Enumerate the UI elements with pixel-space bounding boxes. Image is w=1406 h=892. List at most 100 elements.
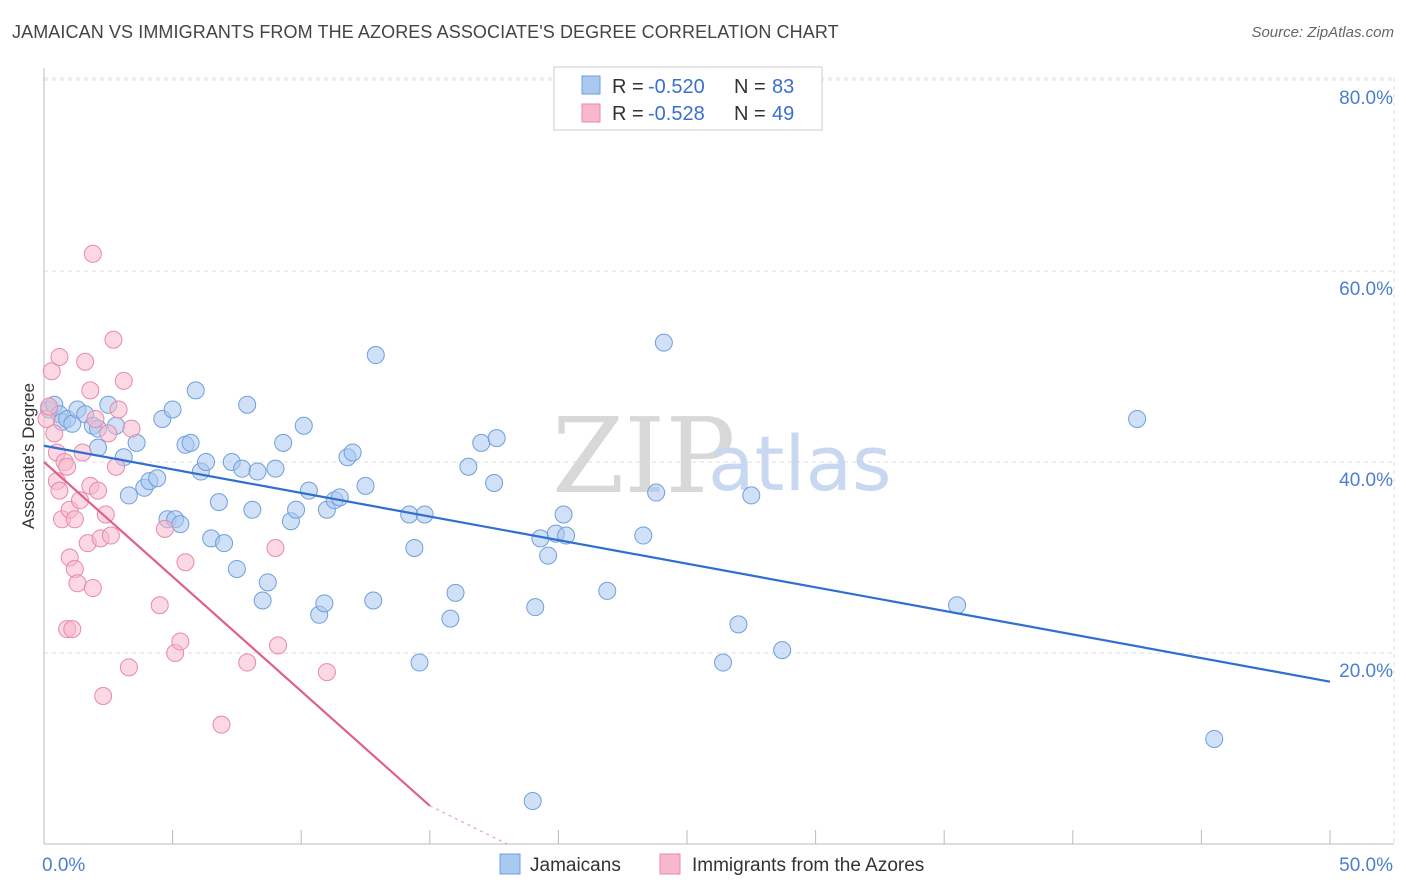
jamaicans-trend-line xyxy=(43,444,1331,683)
jamaicans-point-30 xyxy=(209,493,228,512)
jamaicans-point-33 xyxy=(227,559,246,578)
legend-r-value-jamaicans: -0.520 xyxy=(648,76,705,98)
azores-point-37 xyxy=(119,658,138,677)
y-tick-label-3: 80.0% xyxy=(1339,88,1393,109)
bottom-legend: Jamaicans Immigrants from the Azores xyxy=(499,853,924,876)
jamaicans-point-41 xyxy=(274,433,293,452)
jamaicans-point-34 xyxy=(233,459,252,478)
legend-swatch-azores xyxy=(581,103,601,123)
jamaicans-point-81 xyxy=(1128,410,1147,429)
jamaicans-point-28 xyxy=(197,453,216,471)
y-tick-label-0: 20.0% xyxy=(1339,661,1393,682)
bottom-legend-swatch-azores xyxy=(659,853,681,875)
jamaicans-point-44 xyxy=(294,416,313,435)
azores-point-45 xyxy=(238,653,257,672)
jamaicans-point-25 xyxy=(181,433,200,452)
jamaicans-point-77 xyxy=(729,615,748,634)
jamaicans-point-55 xyxy=(366,346,385,365)
azores-point-24 xyxy=(83,579,102,598)
azores-point-39 xyxy=(150,596,169,615)
azores-point-2 xyxy=(42,362,61,381)
azores-point-1 xyxy=(40,397,59,416)
legend-swatch-jamaicans xyxy=(581,75,601,95)
jamaicans-point-72 xyxy=(598,581,617,600)
azores-point-3 xyxy=(45,424,64,443)
jamaicans-point-79 xyxy=(773,641,792,660)
legend-n-label-jamaicans: N = xyxy=(734,76,766,98)
azores-point-33 xyxy=(104,330,123,349)
legend-box: R = -0.520 N = 83 R = -0.528 N = 49 xyxy=(553,66,823,131)
bottom-legend-swatch-jamaicans xyxy=(499,853,521,875)
y-axis-label: Associate's Degree xyxy=(19,383,38,529)
jamaicans-point-70 xyxy=(554,505,573,524)
azores-point-40 xyxy=(155,519,174,538)
trend-layer xyxy=(43,444,1331,845)
jamaicans-point-23 xyxy=(171,515,190,534)
jamaicans-point-78 xyxy=(742,486,761,505)
jamaicans-point-26 xyxy=(186,381,205,400)
jamaicans-point-58 xyxy=(410,653,429,672)
azores-point-31 xyxy=(99,424,118,443)
points-layer xyxy=(37,244,1224,811)
azores-point-32 xyxy=(101,526,120,545)
jamaicans-point-14 xyxy=(119,486,138,505)
y-tick-label-1: 40.0% xyxy=(1339,470,1393,491)
azores-point-35 xyxy=(109,400,128,419)
axes-layer: 20.0% 40.0% 60.0% 80.0% 0.0% 50.0% xyxy=(42,68,1394,876)
jamaicans-point-65 xyxy=(487,429,506,448)
watermark: ZIP atlas xyxy=(552,395,892,517)
jamaicans-point-73 xyxy=(634,526,653,545)
azores-point-27 xyxy=(89,481,108,500)
jamaicans-point-47 xyxy=(315,594,334,613)
jamaicans-point-50 xyxy=(330,488,349,507)
jamaicans-point-57 xyxy=(405,538,424,557)
azores-point-46 xyxy=(266,538,285,557)
y-tick-label-2: 60.0% xyxy=(1339,279,1393,300)
azores-point-17 xyxy=(68,574,87,593)
azores-point-20 xyxy=(76,352,95,371)
legend-n-label-azores: N = xyxy=(734,103,766,125)
azores-point-29 xyxy=(94,686,113,705)
legend-r-value-azores: -0.528 xyxy=(648,103,705,125)
jamaicans-point-35 xyxy=(238,395,257,414)
azores-point-10 xyxy=(58,457,77,476)
jamaicans-point-36 xyxy=(243,500,262,519)
azores-point-36 xyxy=(114,371,133,390)
azores-point-30 xyxy=(96,505,115,524)
azores-trend-line xyxy=(43,461,431,807)
azores-point-44 xyxy=(212,715,231,734)
jamaicans-point-18 xyxy=(148,469,167,488)
jamaicans-point-54 xyxy=(364,591,383,610)
jamaicans-point-21 xyxy=(163,400,182,419)
legend-r-label-jamaicans: R = xyxy=(612,76,644,98)
azores-point-16 xyxy=(65,510,84,529)
azores-trend-extension xyxy=(429,805,508,845)
azores-point-25 xyxy=(83,244,102,263)
azores-point-6 xyxy=(50,481,69,500)
jamaicans-point-75 xyxy=(654,333,673,352)
azores-point-26 xyxy=(86,410,105,429)
jamaicans-point-38 xyxy=(253,591,272,610)
azores-point-22 xyxy=(81,381,100,400)
jamaicans-point-62 xyxy=(459,457,478,476)
azores-point-48 xyxy=(317,663,336,682)
legend-n-value-jamaicans: 83 xyxy=(772,76,794,98)
azores-point-43 xyxy=(176,553,195,572)
chart-title: JAMAICAN VS IMMIGRANTS FROM THE AZORES A… xyxy=(12,22,839,42)
jamaicans-point-64 xyxy=(485,474,504,493)
jamaicans-point-43 xyxy=(287,500,306,519)
jamaicans-point-83 xyxy=(523,792,542,811)
azores-point-38 xyxy=(122,419,141,438)
azores-point-42 xyxy=(171,632,190,651)
watermark-zip: ZIP xyxy=(552,395,735,517)
jamaicans-point-60 xyxy=(441,609,460,628)
jamaicans-point-45 xyxy=(299,481,318,500)
chart-source: Source: ZipAtlas.com xyxy=(1251,24,1394,41)
azores-point-47 xyxy=(269,636,288,655)
bottom-legend-label-azores: Immigrants from the Azores xyxy=(692,855,924,876)
jamaicans-point-82 xyxy=(1205,729,1224,748)
jamaicans-point-66 xyxy=(526,598,545,617)
jamaicans-point-76 xyxy=(714,653,733,672)
azores-point-14 xyxy=(63,620,82,639)
